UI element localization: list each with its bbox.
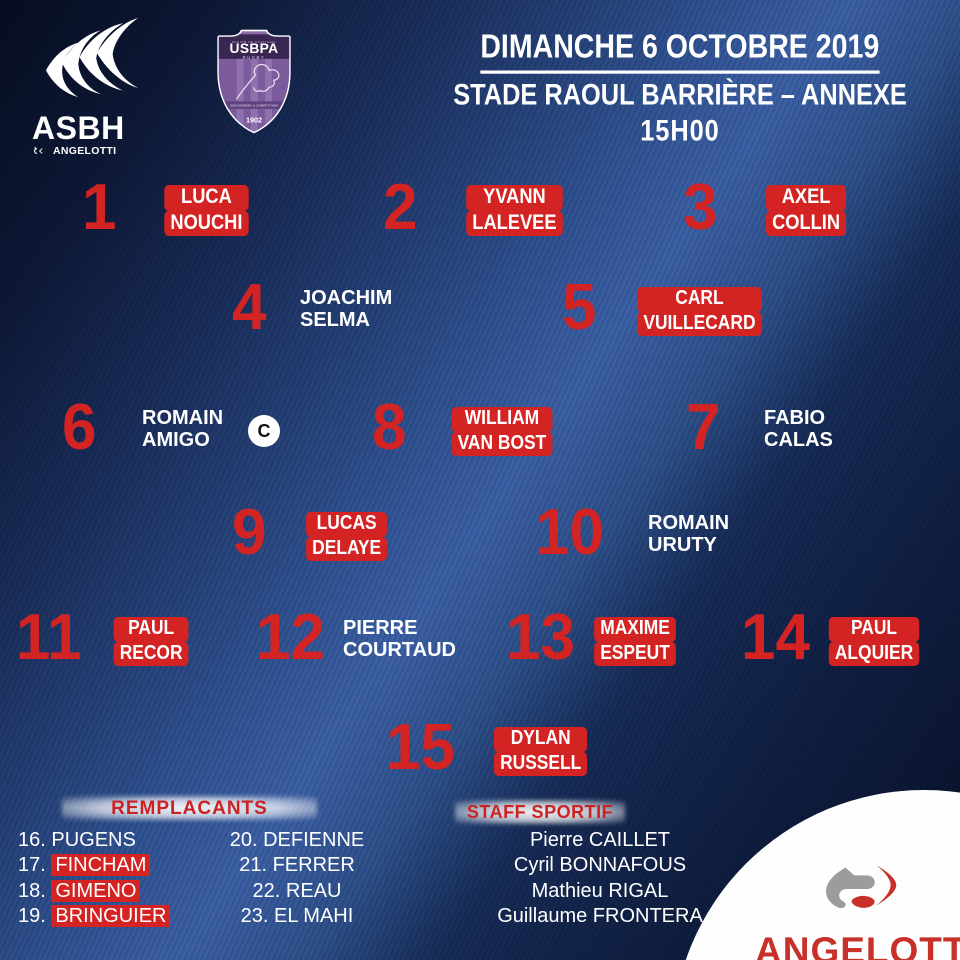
svg-text:RUGBY: RUGBY [243, 55, 266, 60]
svg-text:1902: 1902 [246, 115, 262, 124]
svg-text:ENGAGEMENT & COMPETITION: ENGAGEMENT & COMPETITION [230, 104, 277, 108]
svg-text:USBPA: USBPA [230, 40, 279, 56]
